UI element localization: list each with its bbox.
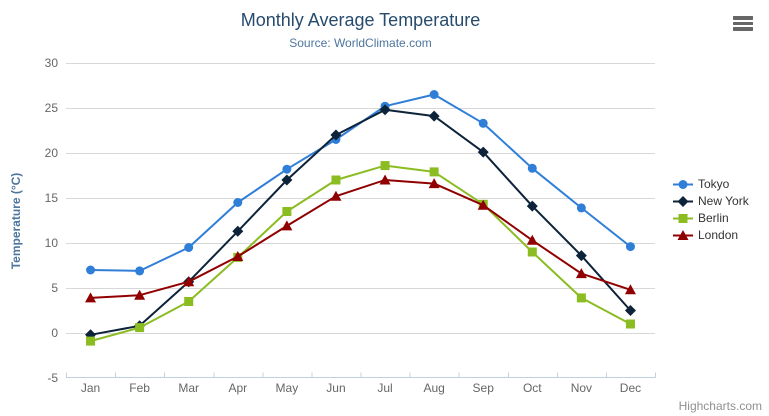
y-axis-label: 20 (45, 146, 59, 160)
data-point-marker[interactable] (379, 104, 391, 116)
data-point-marker[interactable] (232, 225, 244, 237)
legend-label: Tokyo (698, 177, 730, 191)
data-point-marker[interactable] (86, 336, 96, 346)
data-point-marker[interactable] (184, 297, 194, 306)
legend-item-tokyo[interactable]: Tokyo (672, 176, 749, 192)
y-axis-label: 15 (45, 191, 59, 205)
x-axis-label: Apr (228, 381, 247, 395)
series-line[interactable] (89, 179, 632, 299)
y-axis-label: 0 (51, 326, 58, 340)
data-point-marker[interactable] (330, 190, 342, 201)
y-axis-label: 30 (45, 56, 59, 70)
data-point-marker[interactable] (575, 250, 587, 262)
data-point-marker[interactable] (184, 243, 194, 252)
chart-title: Monthly Average Temperature (240, 10, 481, 30)
y-axis-label: 25 (45, 101, 59, 115)
y-axis-label: 10 (45, 236, 59, 250)
hamburger-bar (733, 27, 753, 31)
hamburger-bar (733, 16, 753, 20)
series-tokyo[interactable] (86, 90, 635, 276)
data-point-marker[interactable] (526, 234, 538, 245)
data-point-marker[interactable] (526, 200, 538, 212)
data-point-marker[interactable] (428, 110, 440, 122)
series-line[interactable] (89, 108, 632, 336)
legend-label: New York (698, 194, 749, 208)
data-point-marker[interactable] (576, 203, 586, 213)
data-point-marker[interactable] (86, 265, 96, 275)
export-menu-button[interactable] (729, 12, 757, 36)
data-point-marker[interactable] (85, 292, 97, 303)
data-point-marker[interactable] (527, 247, 537, 257)
data-point-marker[interactable] (331, 175, 341, 185)
x-axis-label: Feb (129, 381, 150, 395)
data-point-marker[interactable] (282, 207, 292, 216)
data-point-marker[interactable] (624, 284, 636, 295)
data-point-marker[interactable] (624, 305, 636, 316)
legend-label: London (698, 228, 739, 242)
legend-item-london[interactable]: London (672, 227, 749, 243)
data-point-marker[interactable] (625, 242, 635, 252)
data-point-marker[interactable] (527, 163, 537, 173)
hamburger-bar (733, 21, 753, 25)
new-york-diamond-legend-icon (673, 195, 693, 207)
credits-link[interactable]: Highcharts.com (678, 399, 762, 413)
series-line[interactable] (89, 164, 632, 343)
chart-subtitle: Source: WorldClimate.com (289, 36, 432, 50)
data-point-marker[interactable] (428, 178, 440, 189)
x-axis-label: Jul (377, 381, 392, 395)
y-axis-label: -5 (47, 371, 58, 385)
data-point-marker[interactable] (183, 276, 195, 287)
tokyo-circle-legend-icon (673, 179, 693, 189)
x-axis-label: Jun (326, 381, 345, 395)
data-point-marker[interactable] (677, 229, 689, 240)
x-axis-label: May (276, 381, 299, 395)
y-axis-title: Temperature (°C) (9, 172, 23, 270)
data-point-marker[interactable] (575, 268, 587, 279)
data-point-marker[interactable] (233, 198, 243, 207)
data-point-marker[interactable] (625, 319, 635, 329)
data-point-marker[interactable] (281, 174, 293, 186)
data-point-marker[interactable] (380, 161, 390, 171)
legend-item-berlin[interactable]: Berlin (672, 210, 749, 226)
x-axis-label: Dec (620, 381, 641, 395)
data-point-marker[interactable] (135, 266, 145, 276)
data-point-marker[interactable] (576, 293, 586, 303)
data-point-marker[interactable] (135, 323, 145, 333)
hamburger-icon (733, 16, 753, 31)
x-axis-label: Aug (423, 381, 444, 395)
data-point-marker[interactable] (281, 220, 293, 231)
data-point-marker[interactable] (477, 146, 489, 158)
data-point-marker[interactable] (429, 167, 439, 177)
data-point-marker[interactable] (429, 90, 439, 99)
data-point-marker[interactable] (477, 199, 489, 210)
data-point-marker[interactable] (232, 251, 244, 261)
legend: Tokyo New York Berlin London (672, 176, 749, 244)
legend-label: Berlin (698, 211, 729, 225)
x-axis-label: Oct (523, 381, 542, 395)
y-axis-label: 5 (51, 281, 58, 295)
x-axis-label: Sep (473, 381, 495, 395)
data-point-marker[interactable] (678, 213, 688, 223)
series-line[interactable] (89, 93, 632, 272)
data-point-marker[interactable] (678, 179, 688, 189)
legend-item-new-york[interactable]: New York (672, 193, 749, 209)
data-point-marker[interactable] (677, 195, 689, 207)
x-axis-label: Nov (571, 381, 592, 395)
series-london[interactable] (85, 174, 636, 303)
series-new-york[interactable] (85, 104, 636, 341)
data-point-marker[interactable] (134, 289, 146, 300)
data-point-marker[interactable] (282, 164, 292, 174)
london-triangle-legend-icon (673, 229, 693, 240)
data-point-marker[interactable] (379, 174, 391, 185)
x-axis-label: Jan (81, 381, 100, 395)
x-axis-label: Mar (178, 381, 199, 395)
berlin-square-legend-icon (673, 213, 693, 223)
data-point-marker[interactable] (330, 129, 342, 141)
data-point-marker[interactable] (478, 118, 488, 128)
